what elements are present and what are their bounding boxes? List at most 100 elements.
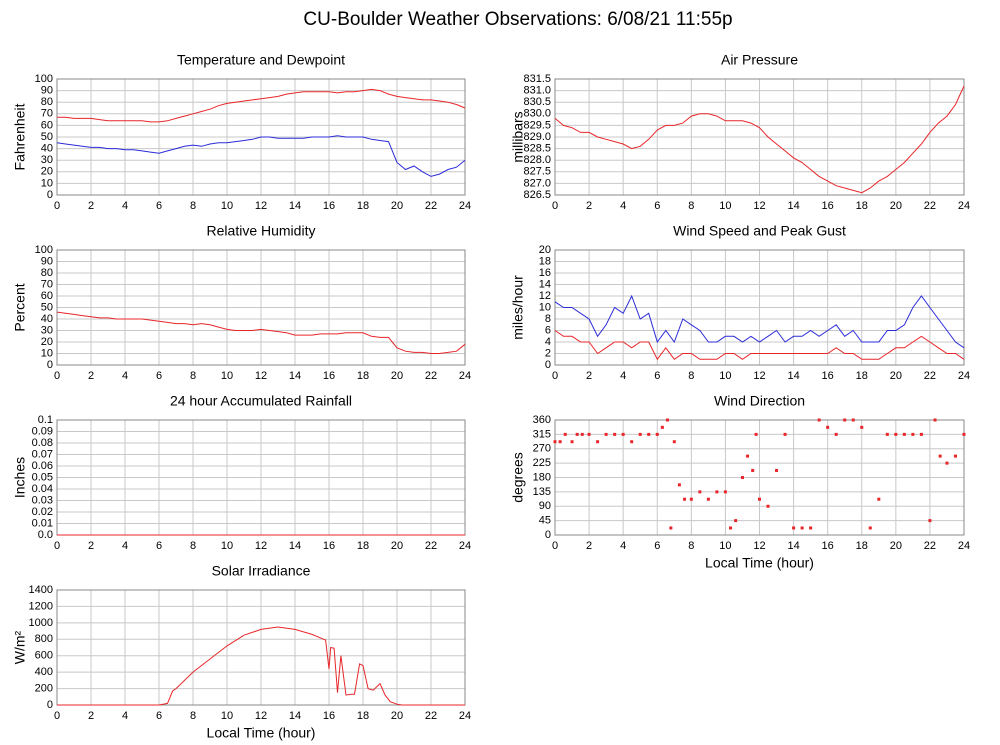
data-point (894, 432, 898, 436)
x-tick-label: 20 (890, 540, 902, 552)
y-tick-label: 0.0 (38, 529, 53, 541)
y-tick-label: 0.07 (32, 448, 53, 460)
data-point (613, 432, 617, 436)
y-tick-label: 829.0 (523, 131, 551, 143)
x-tick-label: 14 (787, 200, 799, 212)
y-tick-label: 829.5 (523, 119, 551, 131)
plot-frame (554, 249, 965, 366)
y-tick-label: 827.5 (523, 166, 551, 178)
data-point (953, 454, 957, 458)
data-point (851, 418, 855, 422)
x-tick-label: 8 (190, 370, 196, 382)
x-tick-label: 4 (620, 200, 626, 212)
x-tick-label: 22 (425, 200, 437, 212)
x-tick-label: 6 (156, 200, 162, 212)
data-point (647, 432, 651, 436)
y-tick-label: 0.05 (32, 471, 53, 483)
y-tick-label: 50 (41, 131, 53, 143)
data-line (56, 135, 466, 177)
y-tick-label: 80 (41, 267, 53, 279)
data-point (689, 497, 693, 501)
data-point (723, 490, 727, 494)
x-tick-label: 22 (425, 370, 437, 382)
x-tick-label: 2 (586, 540, 592, 552)
y-tick-label: 270 (533, 443, 551, 455)
x-tick-label: 6 (156, 540, 162, 552)
x-tick-label: 20 (890, 370, 902, 382)
data-point (834, 432, 838, 436)
x-tick-label: 16 (323, 200, 335, 212)
x-tick-label: 24 (459, 370, 471, 382)
y-tick-label: 831.0 (523, 85, 551, 97)
data-point (553, 440, 557, 444)
x-tick-label: 14 (289, 200, 301, 212)
data-point (660, 425, 664, 429)
x-tick-label: 18 (856, 200, 868, 212)
y-tick-label: 70 (41, 108, 53, 120)
data-point (826, 425, 830, 429)
data-line (554, 330, 965, 361)
y-tick-label: 360 (533, 414, 551, 426)
data-point (766, 504, 770, 508)
plot-frame (554, 78, 965, 196)
data-point (740, 476, 744, 479)
x-tick-label: 22 (924, 200, 936, 212)
x-tick-label: 18 (357, 370, 369, 382)
data-point (665, 418, 669, 422)
data-point (868, 526, 872, 530)
x-tick-label: 16 (323, 370, 335, 382)
y-axis-label: Percent (12, 283, 28, 331)
plot-frame (554, 419, 965, 536)
y-tick-label: 90 (41, 85, 53, 97)
page-title: CU-Boulder Weather Observations: 6/08/21… (303, 9, 732, 30)
y-tick-label: 30 (41, 154, 53, 166)
x-tick-label: 10 (221, 710, 233, 722)
y-tick-label: 100 (35, 244, 53, 256)
x-tick-label: 10 (221, 370, 233, 382)
plot-frame (56, 78, 466, 196)
data-point (587, 432, 591, 436)
y-tick-label: 90 (41, 255, 53, 267)
y-axis-label: miles/hour (510, 275, 526, 340)
x-tick-label: 0 (54, 710, 60, 722)
y-tick-label: 1000 (29, 617, 53, 629)
y-tick-label: 20 (539, 244, 551, 256)
y-tick-label: 60 (41, 290, 53, 302)
data-point (746, 454, 750, 458)
x-tick-label: 12 (753, 200, 765, 212)
x-tick-label: 20 (890, 200, 902, 212)
y-tick-label: 827.0 (523, 177, 551, 189)
data-point (809, 526, 813, 530)
x-tick-label: 16 (822, 370, 834, 382)
data-line (56, 311, 466, 354)
y-tick-label: 828.5 (523, 143, 551, 155)
x-tick-label: 18 (357, 540, 369, 552)
x-tick-label: 10 (719, 540, 731, 552)
data-point (885, 432, 889, 436)
data-point (902, 432, 906, 436)
y-tick-label: 8 (545, 313, 551, 325)
data-point (817, 418, 821, 422)
y-tick-label: 0.01 (32, 517, 53, 529)
x-tick-label: 20 (391, 540, 403, 552)
x-tick-label: 4 (122, 540, 128, 552)
y-tick-label: 14 (539, 278, 551, 290)
data-point (783, 432, 787, 436)
y-tick-label: 100 (35, 73, 53, 85)
y-axis-label: Fahrenheit (12, 103, 28, 170)
x-tick-label: 2 (586, 370, 592, 382)
data-point (928, 519, 932, 523)
data-point (938, 454, 942, 458)
data-point (962, 432, 966, 436)
y-tick-label: 826.5 (523, 189, 551, 201)
x-tick-label: 24 (958, 200, 970, 212)
y-tick-label: 0.1 (38, 414, 53, 426)
y-axis-label: degrees (510, 452, 526, 503)
data-point (933, 418, 937, 422)
data-point (706, 497, 710, 501)
x-axis-label: Local Time (hour) (705, 555, 814, 571)
data-point (677, 483, 681, 487)
chart-title: Solar Irradiance (212, 563, 311, 579)
data-point (758, 497, 761, 501)
